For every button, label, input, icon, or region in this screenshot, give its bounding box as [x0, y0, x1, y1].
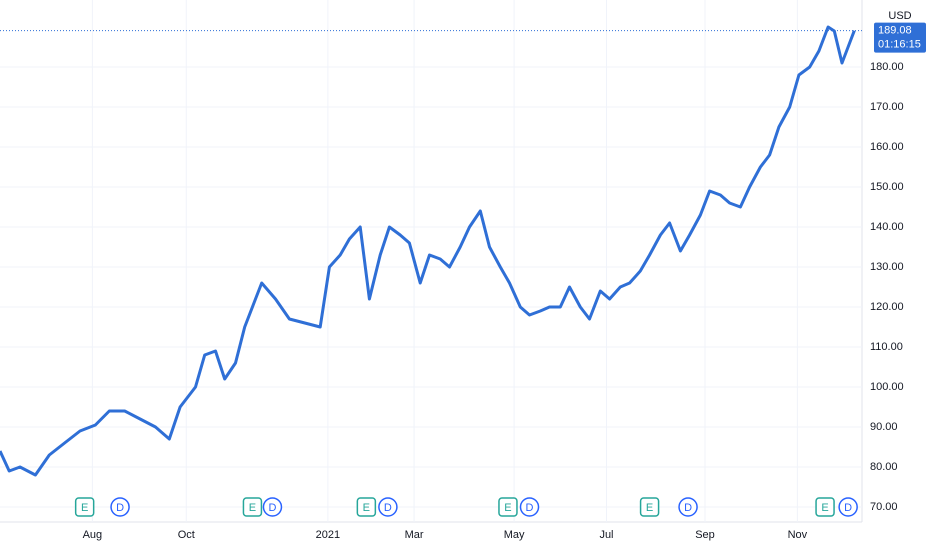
event-marker	[678, 497, 698, 517]
y-tick-label: 180.00	[870, 61, 904, 73]
y-tick-label: 160.00	[870, 141, 904, 153]
x-tick-label: Nov	[788, 529, 808, 541]
x-tick-label: 2021	[316, 529, 340, 541]
countdown-label: 01:16:15	[878, 39, 921, 51]
event-label: D	[844, 502, 852, 514]
last-price-label: 189.08	[878, 25, 912, 37]
event-marker	[838, 497, 858, 517]
event-marker	[74, 497, 95, 517]
x-tick-label: May	[504, 529, 525, 541]
y-tick-label: 100.00	[870, 381, 904, 393]
event-label: D	[384, 502, 392, 514]
y-tick-label: 140.00	[870, 221, 904, 233]
x-tick-label: Aug	[83, 529, 103, 541]
x-tick-label: Sep	[695, 529, 715, 541]
event-marker	[262, 497, 283, 517]
y-tick-label: 130.00	[870, 261, 904, 273]
event-marker	[242, 497, 263, 517]
event-label: E	[249, 502, 256, 514]
y-tick-label: 90.00	[870, 421, 898, 433]
event-marker	[110, 497, 130, 517]
last-price-box	[874, 22, 926, 53]
y-tick-label: 80.00	[870, 461, 898, 473]
y-tick-label: 150.00	[870, 181, 904, 193]
event-label: D	[526, 502, 534, 514]
event-marker	[519, 497, 540, 517]
event-label: D	[268, 502, 276, 514]
event-label: E	[821, 502, 828, 514]
y-tick-label: 70.00	[870, 501, 898, 513]
y-tick-label: 120.00	[870, 301, 904, 313]
event-marker	[639, 497, 660, 517]
event-marker	[378, 497, 398, 517]
y-tick-label: 110.00	[870, 341, 903, 353]
currency-label: USD	[888, 10, 911, 22]
x-tick-label: Mar	[405, 529, 424, 541]
x-tick-label: Oct	[178, 529, 195, 541]
event-label: E	[363, 502, 370, 514]
event-marker	[815, 497, 835, 517]
event-label: E	[504, 502, 511, 514]
event-label: D	[116, 502, 124, 514]
event-label: E	[81, 502, 88, 514]
event-marker	[498, 497, 518, 517]
x-tick-label: Jul	[599, 529, 613, 541]
price-line	[0, 25, 856, 477]
y-tick-label: 170.00	[870, 101, 904, 113]
event-label: D	[684, 502, 692, 514]
event-marker	[356, 497, 377, 517]
event-label: E	[646, 502, 653, 514]
